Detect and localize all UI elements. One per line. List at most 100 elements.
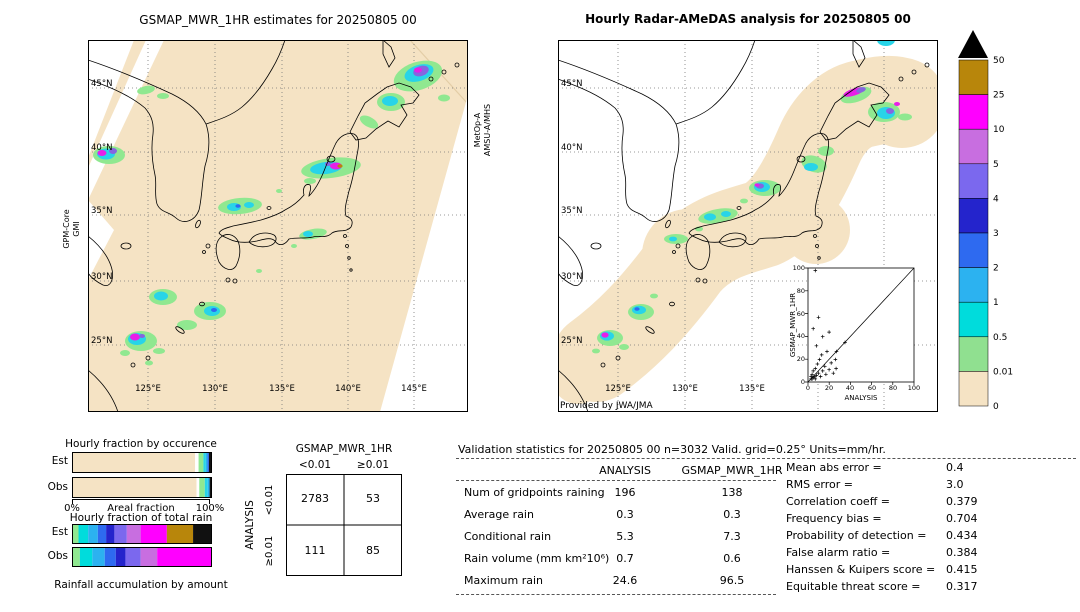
stats-divider-bottom [456,594,776,595]
score-label: Probability of detection = [786,529,927,542]
bar-segment [140,525,167,543]
stats-row-analysis-value: 5.3 [616,530,634,543]
inset-ticks [805,267,915,385]
bar-segment [193,525,211,543]
colorbar-label: 2 [993,264,999,274]
lon-label: 130°E [202,384,228,394]
lat-label: 35°N [561,206,582,216]
occurrence-obs-bar [72,477,212,498]
lon-label: 140°E [335,384,361,394]
score-value: 0.384 [946,546,978,559]
bar-segment [115,548,126,566]
bar-segment [106,525,115,543]
colorbar-cell [958,336,989,372]
bar-segment [73,548,80,566]
score-row: RMS error = 3.0 [786,478,978,495]
bar-segment [198,453,204,472]
score-label: Frequency bias = [786,512,882,525]
score-row: Frequency bias = 0.704 [786,512,978,529]
lat-label: 40°N [91,143,112,153]
stats-row-label: Average rain [464,508,534,521]
score-row: Equitable threat score = 0.317 [786,580,978,597]
bar-segment [78,525,89,543]
lat-label: 25°N [91,336,112,346]
inset-tick-labels: 0 20 40 60 80 100 0 20 40 60 80 100 [793,264,921,392]
inset-x-tick: 40 [846,384,854,392]
scatter-inset: GSMAP_MWR_1HR 0 20 40 60 80 100 0 20 40 … [789,264,920,402]
score-row: Correlation coeff = 0.379 [786,495,978,512]
inset-y-tick: 60 [797,310,805,318]
colorbar-labels: 50 25 10 5 4 3 2 1 0.5 0.01 0 [993,56,1013,412]
sensor-label-metop: MetOp-A AMSU-A/MHS [473,80,495,180]
colorbar-label: 0.01 [993,367,1013,377]
map-frame [88,40,468,412]
colorbar-label: 4 [993,194,999,204]
bar-segment [203,453,206,472]
inset-x-tick: 80 [889,384,897,392]
stats-divider-top [456,458,1076,459]
contingency-header: GSMAP_MWR_1HR [295,443,393,455]
stats-row-analysis-value: 196 [614,486,636,499]
occurrence-est-label: Est [51,455,68,467]
bar-segment [97,525,107,543]
lon-label: 135°E [269,384,295,394]
inset-y-tick: 80 [797,287,805,295]
sensor-label-gpm-line1: GPM-Core [62,209,71,249]
gsmap-estimate-map: 45°N 40°N 35°N 30°N 25°N 125°E 130°E 135… [88,40,468,412]
bar-segment [166,525,194,543]
contingency-row1-label: <0.01 [264,484,275,516]
areal-fraction-axis [72,499,210,500]
right-map-title: Hourly Radar-AMeDAS analysis for 2025080… [585,12,911,26]
colorbar-cell [958,198,989,234]
inset-y-axis-label: GSMAP_MWR_1HR [789,293,797,357]
sensor-label-metop-line1: MetOp-A [473,112,482,148]
stats-col-analysis: ANALYSIS [599,464,651,477]
score-label: False alarm ratio = [786,546,891,559]
stats-row-gsmap-value: 0.3 [723,508,741,521]
inset-y-tick: 100 [793,264,805,272]
totalrain-title: Hourly fraction of total rain [69,512,213,524]
colorbar-label: 5 [993,160,999,170]
axis-label-0pct: 0% [64,503,80,514]
satellite-swath [88,40,468,412]
stats-row-label: Rain volume (mm km²10⁶) [464,552,610,565]
contingency-row2-label: ≥0.01 [264,535,275,567]
lat-label: 30°N [561,272,582,282]
colorbar-cell [958,59,989,95]
lat-label: 30°N [91,272,112,282]
score-label: RMS error = [786,478,853,491]
totalrain-footer: Rainfall accumulation by amount [54,579,228,591]
score-value: 0.379 [946,495,978,508]
coastlines [558,40,930,412]
inset-y-tick: 40 [797,332,805,340]
colorbar-label: 1 [993,298,999,308]
totalrain-est-bar [72,524,212,544]
map-axis-labels: 45°N 40°N 35°N 30°N 25°N 125°E 130°E 135… [561,79,765,394]
bar-segment [140,548,158,566]
colorbar-label: 10 [993,125,1005,135]
totalrain-obs-bar [72,547,212,567]
contingency-value-21: 111 [304,544,326,557]
colorbar-cell [958,232,989,268]
stats-row-gsmap-value: 7.3 [723,530,741,543]
inset-scatter-points [809,268,847,381]
occurrence-obs-label: Obs [47,481,68,493]
score-value: 0.434 [946,529,978,542]
score-value: 3.0 [946,478,964,491]
score-label: Equitable threat score = [786,580,921,593]
colorbar-cell [958,371,989,407]
colorbar-cells [958,59,989,407]
lon-label: 125°E [135,384,161,394]
contingency-col2-label: ≥0.01 [356,459,390,471]
lat-label: 35°N [91,206,112,216]
contingency-side-label: ANALYSIS [244,500,256,550]
stats-divider-header [456,480,776,481]
axis-label-areal-fraction: Areal fraction [107,503,175,514]
bar-segment [204,478,208,497]
colorbar-cell [958,163,989,199]
contingency-value-11: 2783 [301,492,329,505]
inset-y-tick: 20 [797,355,805,363]
score-label: Correlation coeff = [786,495,890,508]
colorbar-label: 50 [993,56,1005,66]
bar-segment [199,478,205,497]
